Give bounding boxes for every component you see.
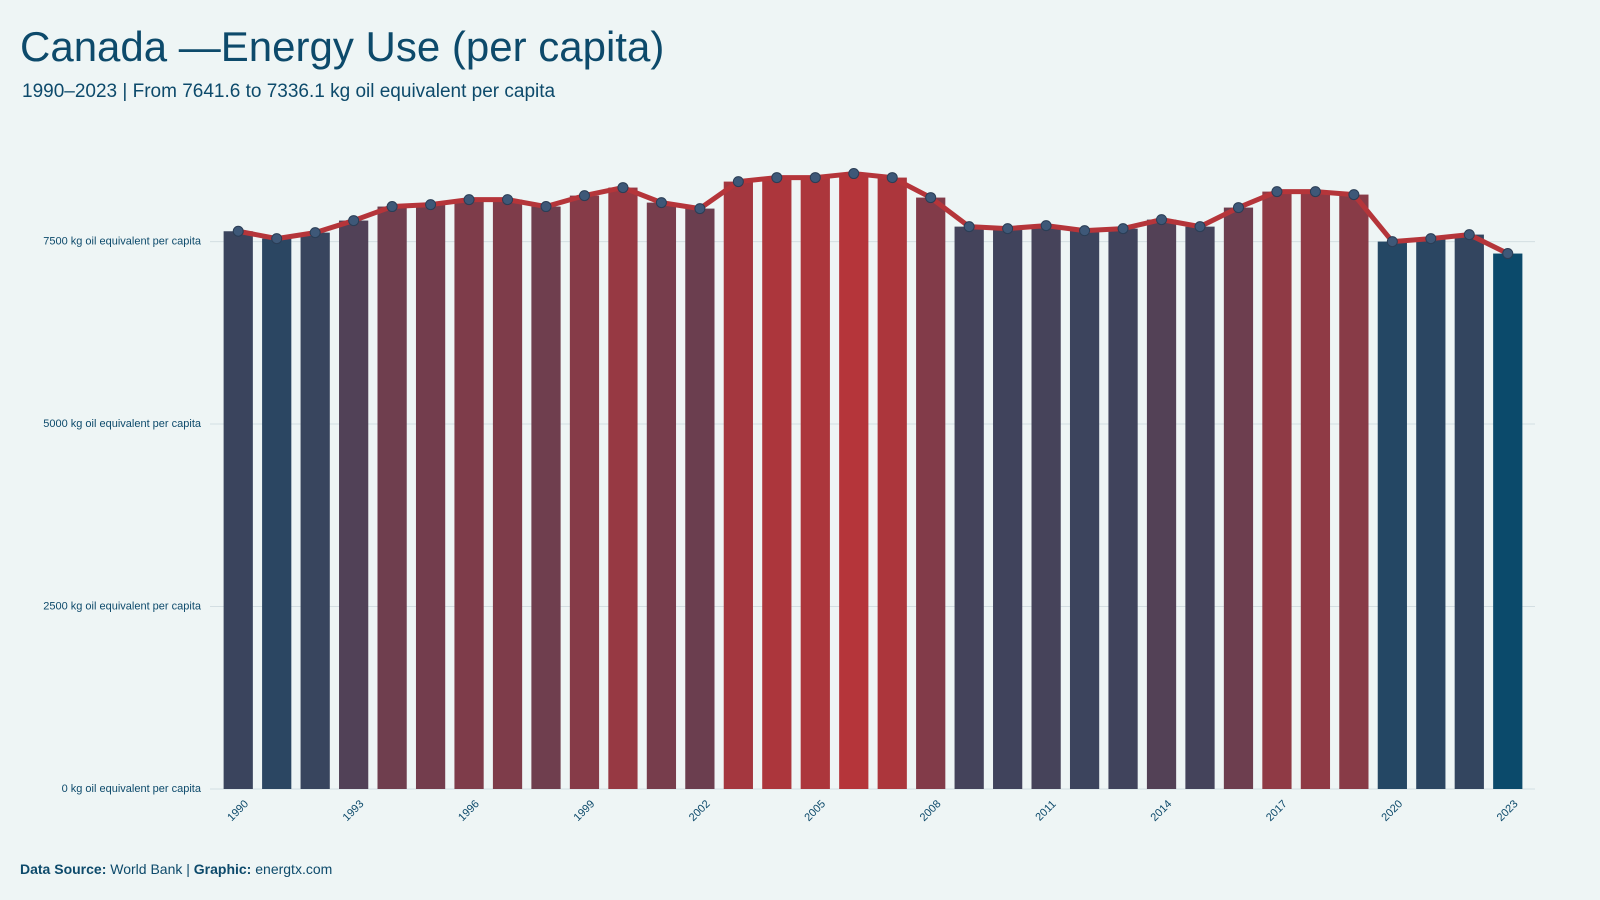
bar — [262, 238, 292, 789]
point — [1386, 236, 1398, 248]
bar — [608, 187, 638, 789]
bar — [1146, 219, 1177, 789]
bar — [800, 177, 830, 789]
bar — [377, 206, 407, 789]
point — [425, 199, 437, 211]
point — [809, 172, 821, 184]
bar — [646, 202, 677, 789]
point — [1194, 221, 1206, 233]
point — [463, 194, 475, 206]
point — [232, 225, 244, 237]
bar — [762, 177, 792, 789]
point — [578, 190, 590, 202]
bar — [415, 204, 446, 789]
point — [1502, 248, 1514, 260]
point — [386, 201, 398, 213]
source: World Bank — [110, 861, 183, 877]
bar — [492, 199, 523, 790]
y-tick-label: 0 kg oil equivalent per capita — [62, 783, 202, 795]
point — [963, 221, 975, 233]
point — [348, 215, 360, 227]
graphic-label: Graphic: — [194, 861, 252, 877]
point — [1232, 202, 1244, 214]
point — [1271, 186, 1283, 198]
point — [732, 176, 744, 188]
point — [1079, 225, 1091, 237]
point — [925, 192, 937, 204]
bar — [723, 181, 753, 789]
bar — [1108, 228, 1138, 790]
bar — [1416, 238, 1446, 789]
source-label: Data Source: — [20, 861, 106, 877]
chart-subtitle: 1990–2023 | From 7641.6 to 7336.1 kg oil… — [22, 81, 556, 102]
bar — [1069, 230, 1100, 789]
bar — [531, 206, 561, 789]
bar — [1185, 226, 1215, 790]
bar — [685, 208, 715, 789]
bar — [339, 220, 369, 789]
graphic: energtx.com — [255, 861, 332, 877]
bar — [569, 195, 600, 789]
bar — [454, 199, 484, 790]
bar — [1377, 241, 1407, 790]
bar — [1454, 234, 1484, 789]
bar — [1300, 191, 1331, 789]
point — [886, 172, 898, 184]
bar — [300, 232, 330, 789]
y-tick-label: 7500 kg oil equivalent per capita — [43, 235, 202, 247]
point — [1156, 214, 1168, 226]
point — [540, 201, 552, 213]
point — [694, 203, 706, 215]
point — [655, 197, 667, 209]
bar — [1262, 191, 1292, 789]
y-tick-label: 2500 kg oil equivalent per capita — [43, 600, 202, 612]
point — [848, 168, 860, 180]
point — [617, 182, 629, 194]
bar — [1339, 194, 1369, 789]
separator: | — [186, 861, 190, 877]
bar — [1031, 225, 1061, 789]
point — [1463, 229, 1475, 241]
point — [1040, 220, 1052, 232]
bar — [223, 231, 253, 789]
footer: Data Source: World Bank | Graphic: energ… — [20, 861, 332, 877]
bar — [954, 226, 984, 790]
point — [1348, 189, 1360, 201]
bar — [916, 197, 946, 789]
point — [771, 172, 783, 184]
point — [309, 227, 321, 239]
bar — [877, 177, 907, 789]
point — [1117, 223, 1129, 235]
trend-line — [237, 171, 1509, 256]
point — [271, 233, 283, 245]
chart-title: Canada —Energy Use (per capita) — [20, 23, 664, 70]
point — [1425, 233, 1437, 245]
point — [1309, 186, 1321, 198]
point — [1002, 223, 1014, 235]
bar — [839, 173, 869, 789]
bar — [993, 228, 1023, 790]
point — [502, 194, 514, 206]
y-tick-label: 5000 kg oil equivalent per capita — [43, 418, 202, 430]
bar — [1223, 207, 1254, 790]
bar — [1493, 253, 1523, 790]
